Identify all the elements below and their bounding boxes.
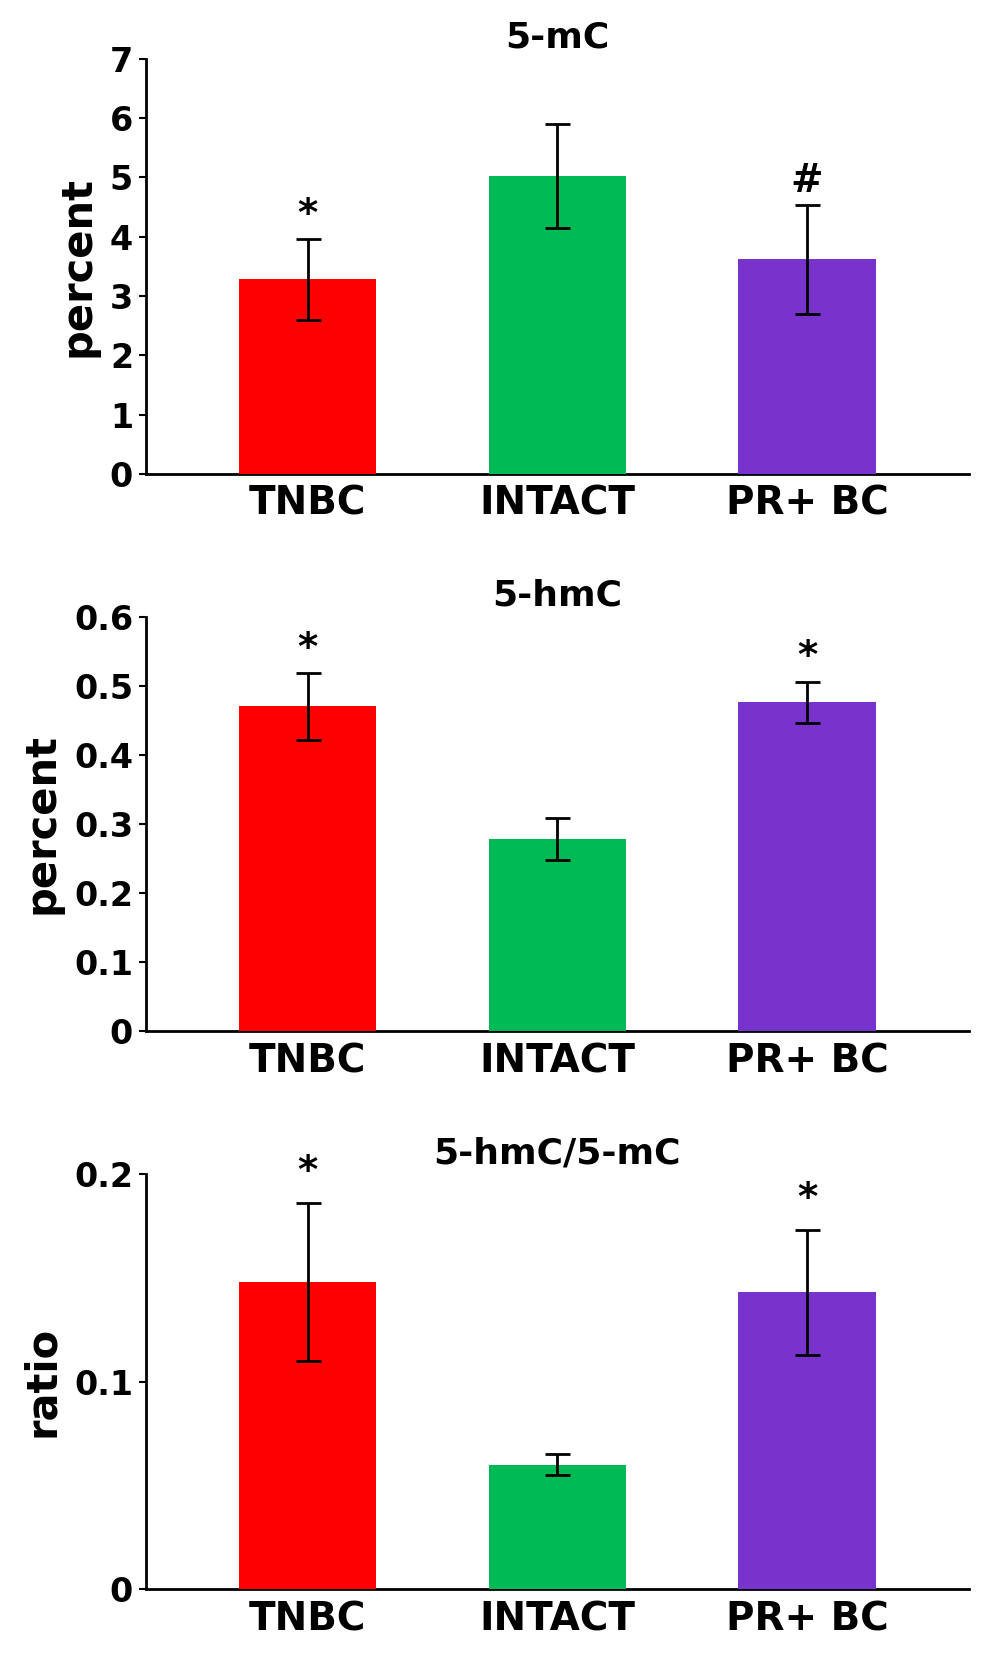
Bar: [240, 707, 376, 1032]
Bar: [739, 1292, 875, 1589]
Bar: [240, 279, 376, 474]
Y-axis label: ratio: ratio: [21, 1326, 63, 1437]
Title: 5-hmC/5-mC: 5-hmC/5-mC: [434, 1136, 681, 1170]
Title: 5-hmC: 5-hmC: [492, 579, 623, 612]
Text: *: *: [298, 196, 318, 234]
Title: 5-mC: 5-mC: [505, 22, 610, 55]
Text: *: *: [797, 639, 817, 675]
Text: *: *: [797, 1180, 817, 1218]
Bar: [240, 1282, 376, 1589]
Bar: [489, 176, 626, 474]
Bar: [489, 1465, 626, 1589]
Y-axis label: percent: percent: [56, 176, 99, 357]
Y-axis label: percent: percent: [21, 733, 62, 914]
Text: *: *: [298, 1153, 318, 1191]
Bar: [739, 702, 875, 1032]
Text: *: *: [298, 630, 318, 667]
Bar: [489, 839, 626, 1032]
Text: #: #: [791, 163, 824, 201]
Bar: [739, 259, 875, 474]
